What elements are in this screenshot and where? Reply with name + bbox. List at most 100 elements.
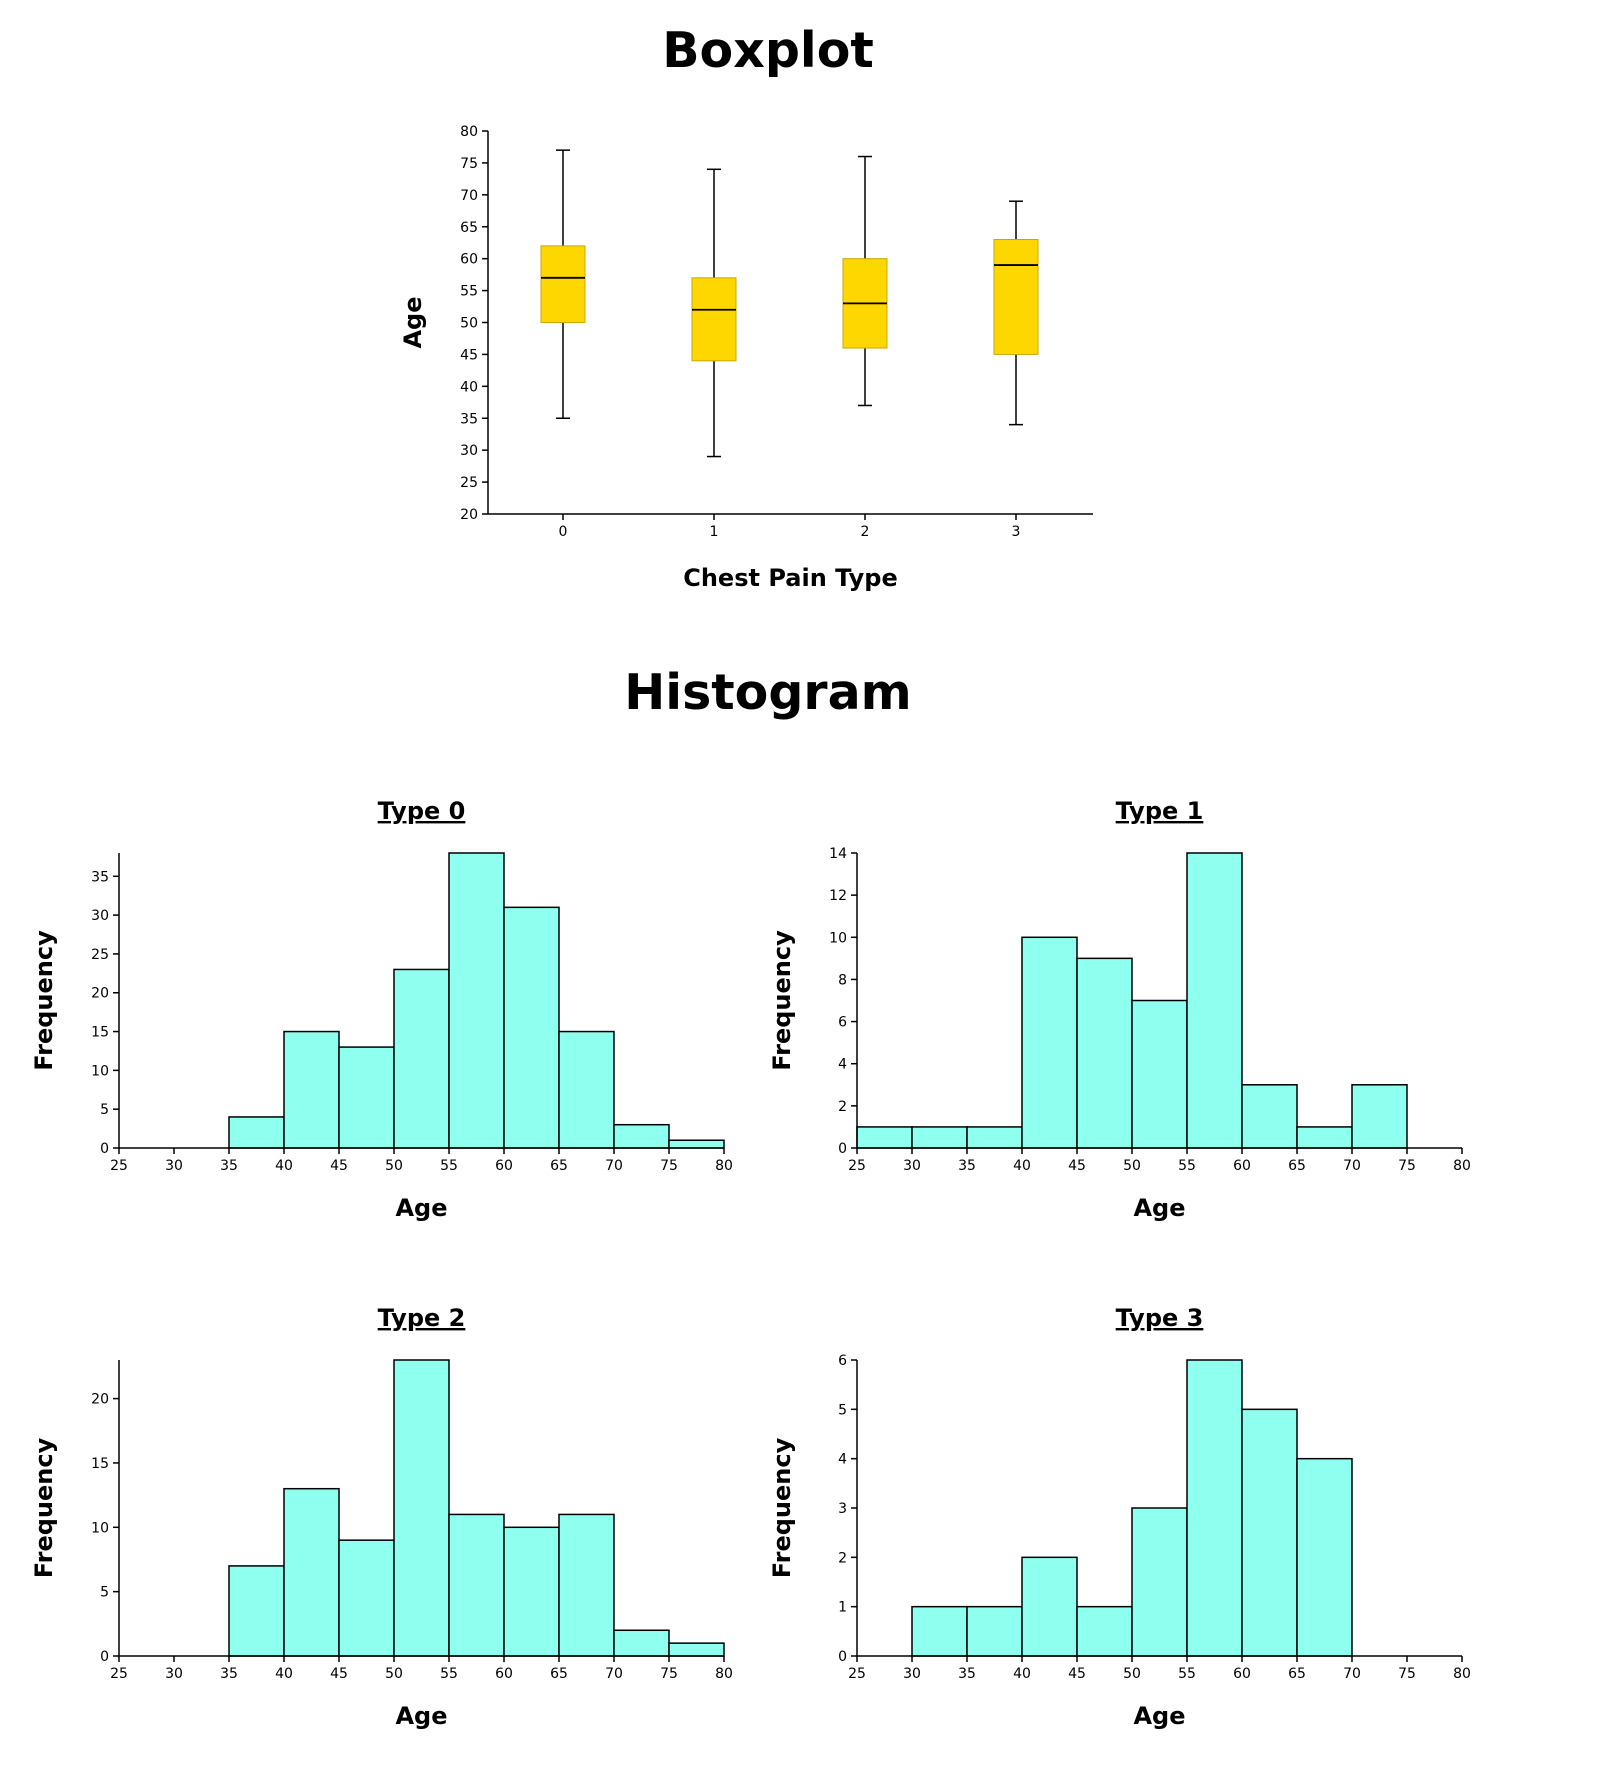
histogram-y-tick-label: 20 xyxy=(91,986,109,1002)
histogram-y-tick-label: 0 xyxy=(838,1141,847,1157)
histogram-x-tick-label: 35 xyxy=(220,1666,238,1682)
histogram-bar xyxy=(966,1126,1023,1149)
histogram-title: Histogram xyxy=(624,664,912,721)
histogram-x-tick-label: 45 xyxy=(330,1158,348,1174)
histogram-title: Type 0 xyxy=(378,797,466,825)
histogram-bar xyxy=(1351,1084,1408,1149)
histogram-bar xyxy=(911,1605,968,1657)
histogram-bar xyxy=(1131,999,1188,1149)
boxplot-y-tick-label: 30 xyxy=(460,443,478,459)
boxplot-x-tick-label: 1 xyxy=(710,524,719,540)
histogram-y-tick-label: 4 xyxy=(838,1452,847,1468)
histogram-x-tick-label: 75 xyxy=(660,1158,678,1174)
histogram-type-2: 0 5 10 15 20 25 30 35 40 45 50 55 60 65 70 75 80 Type 2 Ag… xyxy=(30,1304,733,1730)
histogram-x-tick-label: 50 xyxy=(1123,1158,1141,1174)
histogram-x-tick-label: 45 xyxy=(330,1666,348,1682)
boxplot-box xyxy=(540,245,586,323)
histogram-type-0: 0 5 10 15 20 25 30 35 25 30 35 40 45 50 55 60 65 70 75 80 Ty… xyxy=(30,797,733,1222)
boxplot-chart: 20 25 30 35 40 45 50 55 60 65 70 75 80 0 1 2 3 Age Chest P… xyxy=(399,124,1093,592)
histogram-x-tick-label: 65 xyxy=(1288,1666,1306,1682)
histogram-y-tick-label: 35 xyxy=(91,869,109,885)
histogram-bar xyxy=(668,1642,725,1657)
histogram-bar xyxy=(283,1030,340,1149)
boxplot-y-tick-label: 75 xyxy=(460,156,478,172)
histogram-y-tick-label: 15 xyxy=(91,1025,109,1041)
histogram-bar xyxy=(966,1605,1023,1657)
histogram-x-tick-label: 80 xyxy=(715,1158,733,1174)
histogram-bar xyxy=(1296,1457,1353,1657)
histogram-x-tick-label: 70 xyxy=(605,1666,623,1682)
boxplot-title: Boxplot xyxy=(662,22,874,79)
histogram-x-tick-label: 25 xyxy=(110,1158,128,1174)
histogram-x-tick-label: 50 xyxy=(385,1666,403,1682)
histogram-y-tick-label: 10 xyxy=(91,1520,109,1536)
histogram-x-tick-label: 55 xyxy=(1178,1666,1196,1682)
histogram-x-tick-label: 30 xyxy=(165,1666,183,1682)
boxplot-y-tick-label: 80 xyxy=(460,124,478,140)
histogram-bar xyxy=(1076,957,1133,1149)
boxplot-x-tick-label: 0 xyxy=(559,524,568,540)
histogram-y-tick-label: 8 xyxy=(838,972,847,988)
histogram-bar xyxy=(1186,852,1243,1149)
boxplot-x-tick-label: 2 xyxy=(861,524,870,540)
histogram-x-tick-label: 25 xyxy=(848,1666,866,1682)
histogram-x-tick-label: 75 xyxy=(1398,1158,1416,1174)
histogram-bar xyxy=(613,1123,670,1149)
boxplot-y-tick-label: 55 xyxy=(460,284,478,300)
boxplot-y-tick-label: 65 xyxy=(460,220,478,236)
histogram-x-tick-label: 80 xyxy=(1453,1158,1471,1174)
histogram-x-tick-label: 65 xyxy=(550,1158,568,1174)
histogram-bar xyxy=(613,1629,670,1657)
histogram-x-tick-label: 70 xyxy=(1343,1158,1361,1174)
histogram-bar xyxy=(448,852,505,1149)
histogram-y-axis-label: Frequency xyxy=(768,930,796,1071)
histogram-x-tick-label: 35 xyxy=(958,1666,976,1682)
boxplot-y-tick-label: 60 xyxy=(460,252,478,268)
histogram-x-tick-label: 70 xyxy=(605,1158,623,1174)
boxplot-y-axis-label: Age xyxy=(399,296,427,348)
boxplot-y-tick-label: 20 xyxy=(460,507,478,523)
histogram-bar xyxy=(338,1046,395,1149)
histogram-bar xyxy=(283,1487,340,1657)
histogram-bar xyxy=(558,1030,615,1149)
histogram-bar xyxy=(503,906,560,1149)
histogram-y-tick-label: 10 xyxy=(91,1063,109,1079)
boxplot-x-tick-label: 3 xyxy=(1012,524,1021,540)
histogram-x-tick-label: 75 xyxy=(660,1666,678,1682)
boxplot-box xyxy=(993,239,1039,355)
boxplot-y-tick-label: 70 xyxy=(460,188,478,204)
histogram-x-tick-label: 30 xyxy=(903,1158,921,1174)
histogram-x-tick-label: 80 xyxy=(715,1666,733,1682)
histogram-x-tick-label: 65 xyxy=(1288,1158,1306,1174)
histogram-x-axis-label: Age xyxy=(1133,1702,1185,1730)
histogram-x-tick-label: 75 xyxy=(1398,1666,1416,1682)
histogram-x-axis-label: Age xyxy=(395,1194,447,1222)
histogram-bar xyxy=(228,1565,285,1657)
histogram-x-tick-label: 60 xyxy=(1233,1666,1251,1682)
histogram-title: Type 1 xyxy=(1116,797,1204,825)
histogram-y-tick-label: 2 xyxy=(838,1099,847,1115)
histogram-x-tick-label: 35 xyxy=(958,1158,976,1174)
histogram-x-tick-label: 45 xyxy=(1068,1158,1086,1174)
histogram-bar xyxy=(668,1139,725,1149)
histogram-y-tick-label: 3 xyxy=(838,1501,847,1517)
histogram-x-tick-label: 30 xyxy=(903,1666,921,1682)
histogram-x-tick-label: 40 xyxy=(1013,1666,1031,1682)
histogram-y-tick-label: 25 xyxy=(91,947,109,963)
histogram-x-tick-label: 30 xyxy=(165,1158,183,1174)
histogram-x-tick-label: 40 xyxy=(1013,1158,1031,1174)
boxplot-y-tick-label: 35 xyxy=(460,411,478,427)
histogram-y-tick-label: 0 xyxy=(100,1649,109,1665)
histogram-title: Type 3 xyxy=(1116,1304,1204,1332)
histogram-x-tick-label: 55 xyxy=(440,1158,458,1174)
histogram-x-tick-label: 70 xyxy=(1343,1666,1361,1682)
histogram-y-tick-label: 5 xyxy=(838,1402,847,1418)
histogram-x-tick-label: 50 xyxy=(385,1158,403,1174)
histogram-x-axis-label: Age xyxy=(1133,1194,1185,1222)
boxplot-y-tick-label: 45 xyxy=(460,347,478,363)
histogram-x-tick-label: 55 xyxy=(1178,1158,1196,1174)
histogram-x-tick-label: 35 xyxy=(220,1158,238,1174)
histogram-bar xyxy=(503,1526,560,1657)
histogram-y-axis-label: Frequency xyxy=(30,1437,58,1578)
